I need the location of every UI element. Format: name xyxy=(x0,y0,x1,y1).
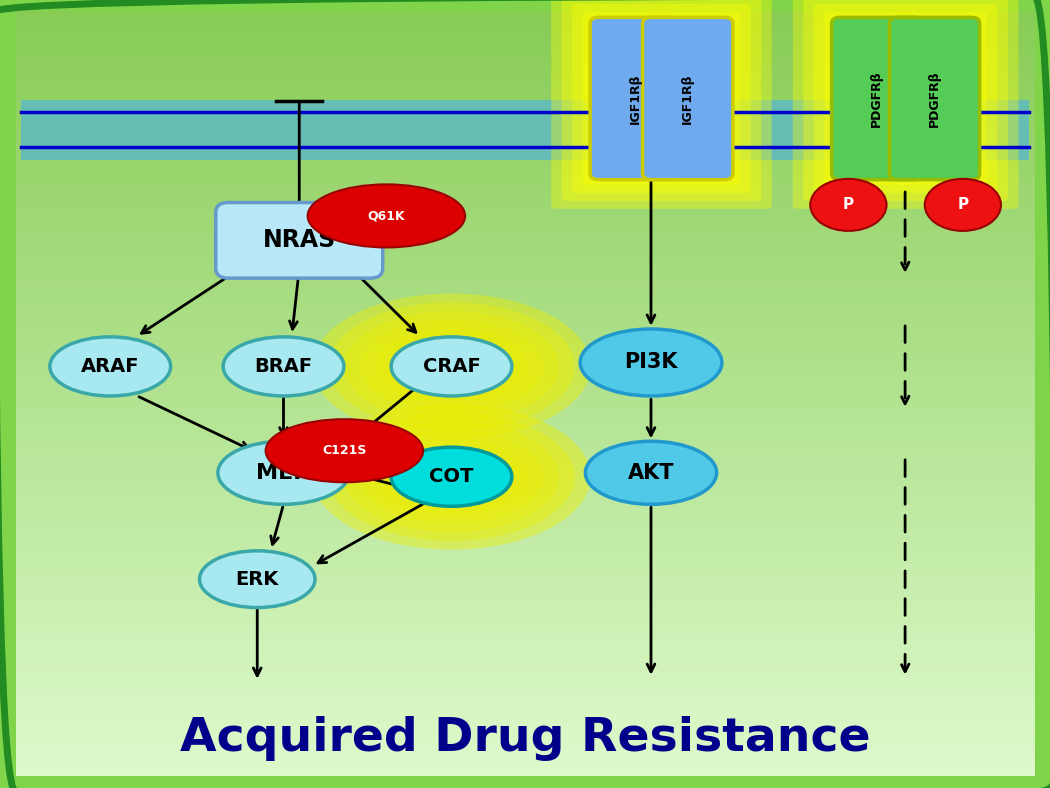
Text: ERK: ERK xyxy=(235,570,279,589)
Text: Acquired Drug Resistance: Acquired Drug Resistance xyxy=(180,716,870,761)
Ellipse shape xyxy=(218,441,349,504)
Ellipse shape xyxy=(376,328,527,405)
FancyBboxPatch shape xyxy=(562,0,761,201)
Text: Q61K: Q61K xyxy=(368,210,405,222)
Ellipse shape xyxy=(200,551,315,608)
FancyBboxPatch shape xyxy=(215,203,382,278)
Ellipse shape xyxy=(391,336,512,396)
Text: C121S: C121S xyxy=(322,444,366,457)
FancyBboxPatch shape xyxy=(889,17,980,180)
FancyBboxPatch shape xyxy=(803,0,1008,201)
FancyBboxPatch shape xyxy=(590,17,680,180)
Text: NRAS: NRAS xyxy=(262,229,336,252)
Text: IGF1Rβ: IGF1Rβ xyxy=(681,73,694,124)
Ellipse shape xyxy=(313,404,590,550)
Ellipse shape xyxy=(359,430,544,523)
Text: P: P xyxy=(958,197,968,213)
Ellipse shape xyxy=(308,184,465,247)
Ellipse shape xyxy=(376,438,527,515)
Ellipse shape xyxy=(344,422,559,533)
Ellipse shape xyxy=(266,419,423,482)
Ellipse shape xyxy=(811,179,886,231)
Text: AKT: AKT xyxy=(628,463,674,483)
Text: COT: COT xyxy=(429,467,474,486)
FancyBboxPatch shape xyxy=(551,0,772,209)
Ellipse shape xyxy=(391,448,512,507)
Text: CRAF: CRAF xyxy=(422,357,481,376)
Ellipse shape xyxy=(359,320,544,413)
Ellipse shape xyxy=(344,311,559,422)
FancyBboxPatch shape xyxy=(832,17,922,180)
FancyBboxPatch shape xyxy=(814,4,998,193)
Ellipse shape xyxy=(328,413,575,541)
Ellipse shape xyxy=(586,441,716,504)
Ellipse shape xyxy=(925,179,1001,231)
FancyBboxPatch shape xyxy=(572,4,751,193)
FancyBboxPatch shape xyxy=(643,17,733,180)
Ellipse shape xyxy=(50,336,170,396)
Ellipse shape xyxy=(580,329,722,396)
Text: PDGFRβ: PDGFRβ xyxy=(928,70,941,127)
Ellipse shape xyxy=(313,294,590,439)
FancyBboxPatch shape xyxy=(583,12,740,185)
Text: PDGFRβ: PDGFRβ xyxy=(870,70,883,127)
Text: ARAF: ARAF xyxy=(81,357,140,376)
Ellipse shape xyxy=(328,302,575,430)
FancyBboxPatch shape xyxy=(793,0,1018,209)
FancyBboxPatch shape xyxy=(824,12,987,185)
Bar xyxy=(21,101,1029,160)
Text: PI3K: PI3K xyxy=(625,352,677,373)
Text: BRAF: BRAF xyxy=(254,357,313,376)
Text: MEK: MEK xyxy=(256,463,311,483)
Ellipse shape xyxy=(223,336,344,396)
Text: IGF1Rβ: IGF1Rβ xyxy=(629,73,642,124)
Text: P: P xyxy=(843,197,854,213)
